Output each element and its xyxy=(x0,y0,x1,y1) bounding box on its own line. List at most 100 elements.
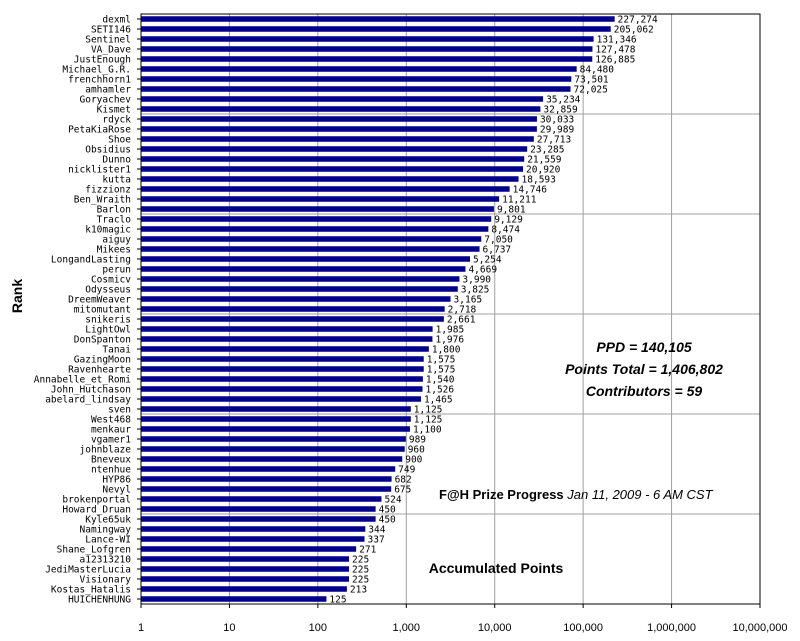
bar xyxy=(141,456,403,462)
plot-frame xyxy=(140,13,761,605)
bar xyxy=(141,116,537,122)
category-label: PetaKiaRose xyxy=(68,125,131,136)
category-label: Annabelle_et_Romi xyxy=(34,375,132,386)
data-label: 125 xyxy=(329,595,346,606)
data-label: 675 xyxy=(394,485,411,496)
category-label: Ravenhearte xyxy=(68,365,131,376)
category-label: Howard_Druan xyxy=(62,505,131,516)
data-label: 749 xyxy=(398,465,415,476)
data-label: 2,661 xyxy=(447,315,476,326)
bar xyxy=(141,356,424,362)
x-tick-label: 100 xyxy=(309,622,327,634)
category-label: Namingway xyxy=(80,525,132,536)
category-label: Shane_Lofgren xyxy=(57,545,131,556)
contributors-annotation: Contributors = 59 xyxy=(586,383,703,399)
data-label: 1,100 xyxy=(413,425,442,436)
data-label: 131,346 xyxy=(597,35,637,46)
data-label: 23,285 xyxy=(530,145,564,156)
category-label: abelard_lindsay xyxy=(45,395,131,406)
bar xyxy=(141,576,350,582)
bar xyxy=(141,446,405,452)
category-label: k10magic xyxy=(85,225,131,236)
category-label: Cosmicv xyxy=(91,275,131,286)
category-label: nicklister1 xyxy=(68,165,131,176)
bar xyxy=(141,46,593,52)
bar xyxy=(141,176,519,182)
bar xyxy=(141,256,470,262)
category-label: Obsidius xyxy=(85,145,131,156)
category-label: brokenportal xyxy=(62,495,131,506)
progress-date: Jan 11, 2009 - 6 AM CST xyxy=(564,487,714,502)
data-label: 1,125 xyxy=(414,415,443,426)
bar xyxy=(141,566,350,572)
category-label: mitomutant xyxy=(74,305,131,316)
category-label: JediMasterLucia xyxy=(45,565,131,576)
data-label: 5,254 xyxy=(473,255,502,266)
x-tick-label: 100,000 xyxy=(563,622,603,634)
bar xyxy=(141,386,423,392)
data-label: 32,859 xyxy=(543,105,578,116)
data-label: 30,033 xyxy=(540,115,574,126)
category-label: LightOwl xyxy=(85,325,131,336)
bar xyxy=(141,496,382,502)
category-label: West468 xyxy=(91,415,131,426)
bar xyxy=(141,146,528,152)
bar xyxy=(141,416,411,422)
data-label: 126,885 xyxy=(595,55,635,66)
category-label: Odysseus xyxy=(85,285,131,296)
bar xyxy=(141,466,396,472)
bar xyxy=(141,206,494,212)
bar xyxy=(141,186,510,192)
data-label: 344 xyxy=(368,525,385,536)
x-tick-label: 10 xyxy=(223,622,235,634)
data-label: 682 xyxy=(395,475,412,486)
bar xyxy=(141,476,392,482)
category-label: menkaur xyxy=(91,425,131,436)
data-label: 213 xyxy=(350,585,367,596)
category-label: amhamler xyxy=(85,85,131,96)
bar xyxy=(141,286,458,292)
category-label: Kostas_Hatalis xyxy=(51,585,131,596)
ppd-annotation: PPD = 140,105 xyxy=(596,339,692,355)
bar xyxy=(141,596,327,602)
bar xyxy=(141,26,611,32)
category-label: Michael_G.R. xyxy=(62,65,131,76)
category-label: HUICHENHUNG xyxy=(68,595,131,606)
data-label: 227,274 xyxy=(618,15,658,26)
data-label: 9,129 xyxy=(494,215,523,226)
bar xyxy=(141,306,445,312)
data-label: 1,465 xyxy=(424,395,453,406)
x-tick-label: 1,000 xyxy=(393,622,421,634)
data-label: 14,746 xyxy=(513,185,548,196)
data-label: 225 xyxy=(352,575,369,586)
category-label: sven xyxy=(108,405,131,416)
category-label: Kismet xyxy=(97,105,131,116)
category-label: Dunno xyxy=(102,155,131,166)
data-label: 7,050 xyxy=(484,235,513,246)
bar xyxy=(141,336,433,342)
x-tick-label: 10,000 xyxy=(478,622,512,634)
bar xyxy=(141,506,376,512)
bar xyxy=(141,56,593,62)
data-label: 225 xyxy=(352,555,369,566)
bar xyxy=(141,346,429,352)
x-axis-title: Accumulated Points xyxy=(429,560,564,576)
bar xyxy=(141,216,492,222)
category-label: aiguy xyxy=(102,235,131,246)
data-label: 271 xyxy=(359,545,376,556)
bar xyxy=(141,366,424,372)
category-label: Ben_Wraith xyxy=(74,195,131,206)
category-label: DonSpanton xyxy=(74,335,131,346)
data-label: 524 xyxy=(384,495,401,506)
bar xyxy=(141,76,572,82)
data-label: 3,165 xyxy=(454,295,483,306)
bar xyxy=(141,266,466,272)
x-tick-label: 1 xyxy=(138,622,144,634)
bar xyxy=(141,556,350,562)
category-label: johnblaze xyxy=(80,445,132,456)
category-label: Tanai xyxy=(102,345,131,356)
bar xyxy=(141,376,423,382)
bar xyxy=(141,326,433,332)
data-label: 29,989 xyxy=(540,125,575,136)
